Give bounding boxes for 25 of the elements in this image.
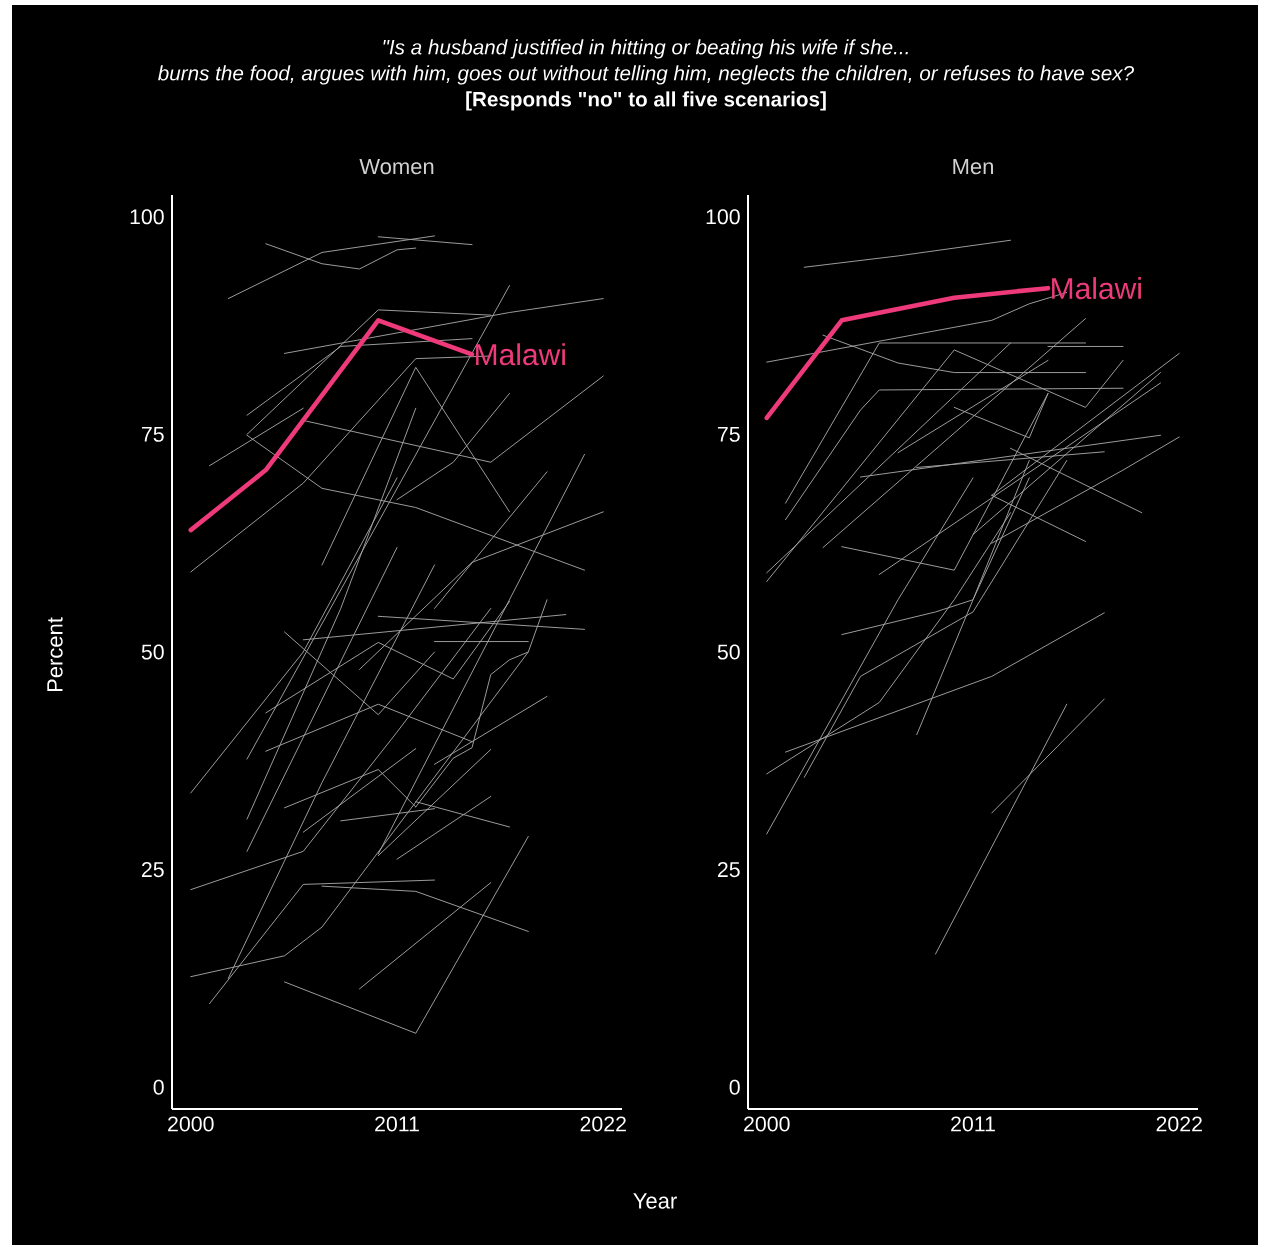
y-tick-label: 0 — [729, 1079, 740, 1095]
x-tick-label: 2011 — [375, 1116, 419, 1132]
y-tick-label: 100 — [130, 209, 164, 225]
y-tick-label: 75 — [141, 426, 164, 442]
chart-title: Women — [359, 158, 434, 175]
text: [Responds "no" to all five scenarios] — [466, 91, 826, 111]
chart-title: Men — [953, 158, 993, 175]
y-tick-label: 0 — [153, 1079, 164, 1095]
x-tick-label: 2000 — [744, 1116, 790, 1132]
text: burns the food, argues with him, goes out without telling him, neglects the children, or refuses to have sex? — [158, 65, 1135, 85]
x-tick-label: 2022 — [580, 1116, 626, 1132]
y-tick-label: 100 — [706, 209, 740, 225]
x-tick-label: 2022 — [1156, 1116, 1202, 1132]
y-tick-label: 25 — [141, 862, 164, 878]
y-tick-label: 75 — [717, 426, 740, 442]
y-tick-label: 50 — [141, 644, 164, 660]
x-axis-title: Year — [633, 1193, 677, 1209]
x-tick-label: 2011 — [951, 1116, 995, 1132]
text: "Is a husband justified in hitting or beating his wife if she... — [383, 39, 908, 59]
y-tick-label: 50 — [717, 644, 740, 660]
x-tick-label: 2000 — [168, 1116, 214, 1132]
series-label: Malawi — [1052, 277, 1141, 300]
series-label: Malawi — [476, 343, 565, 366]
y-axis-title: Percent — [47, 617, 63, 692]
y-tick-label: 25 — [717, 862, 740, 878]
